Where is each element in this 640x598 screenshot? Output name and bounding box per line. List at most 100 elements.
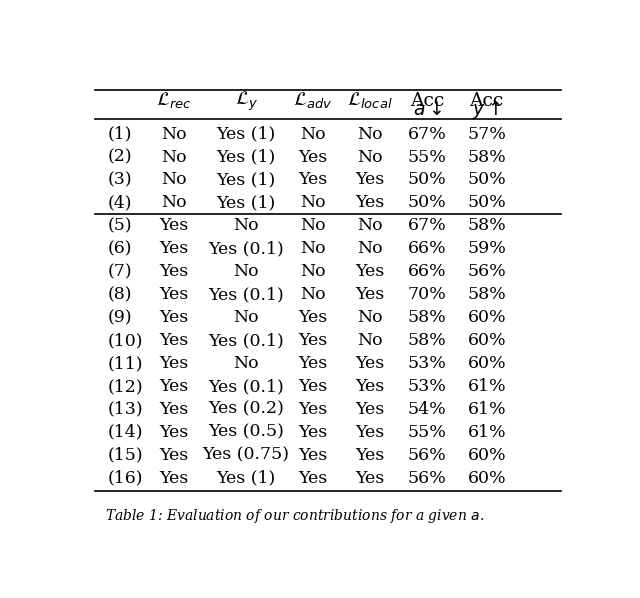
Text: Yes: Yes bbox=[159, 355, 189, 372]
Text: 60%: 60% bbox=[467, 355, 506, 372]
Text: (15): (15) bbox=[108, 447, 143, 463]
Text: (16): (16) bbox=[108, 469, 143, 487]
Text: Yes: Yes bbox=[159, 447, 189, 463]
Text: (12): (12) bbox=[108, 378, 143, 395]
Text: Yes: Yes bbox=[356, 469, 385, 487]
Text: 55%: 55% bbox=[408, 148, 447, 166]
Text: Yes: Yes bbox=[159, 263, 189, 280]
Text: $\mathcal{L}_{adv}$: $\mathcal{L}_{adv}$ bbox=[293, 91, 333, 111]
Text: No: No bbox=[300, 217, 326, 234]
Text: 58%: 58% bbox=[467, 217, 506, 234]
Text: 66%: 66% bbox=[408, 263, 447, 280]
Text: Yes: Yes bbox=[159, 309, 189, 326]
Text: Yes: Yes bbox=[159, 378, 189, 395]
Text: No: No bbox=[357, 309, 383, 326]
Text: Yes: Yes bbox=[298, 355, 328, 372]
Text: Yes (0.1): Yes (0.1) bbox=[208, 240, 284, 257]
Text: 55%: 55% bbox=[408, 424, 447, 441]
Text: Yes: Yes bbox=[298, 172, 328, 188]
Text: 53%: 53% bbox=[408, 378, 447, 395]
Text: 50%: 50% bbox=[408, 194, 447, 212]
Text: (4): (4) bbox=[108, 194, 132, 212]
Text: Yes: Yes bbox=[298, 148, 328, 166]
Text: No: No bbox=[234, 355, 259, 372]
Text: Yes (0.75): Yes (0.75) bbox=[203, 447, 290, 463]
Text: Yes (1): Yes (1) bbox=[216, 172, 276, 188]
Text: $\mathcal{L}_{y}$: $\mathcal{L}_{y}$ bbox=[235, 89, 258, 112]
Text: Yes: Yes bbox=[159, 469, 189, 487]
Text: No: No bbox=[161, 126, 187, 142]
Text: Yes: Yes bbox=[356, 263, 385, 280]
Text: 50%: 50% bbox=[467, 194, 506, 212]
Text: 53%: 53% bbox=[408, 355, 447, 372]
Text: (11): (11) bbox=[108, 355, 143, 372]
Text: No: No bbox=[357, 148, 383, 166]
Text: Yes: Yes bbox=[159, 240, 189, 257]
Text: Yes: Yes bbox=[298, 424, 328, 441]
Text: 56%: 56% bbox=[408, 469, 447, 487]
Text: (7): (7) bbox=[108, 263, 132, 280]
Text: Yes: Yes bbox=[356, 447, 385, 463]
Text: No: No bbox=[234, 263, 259, 280]
Text: Yes: Yes bbox=[356, 286, 385, 303]
Text: Yes: Yes bbox=[356, 424, 385, 441]
Text: Yes (1): Yes (1) bbox=[216, 469, 276, 487]
Text: 67%: 67% bbox=[408, 126, 447, 142]
Text: Yes: Yes bbox=[298, 469, 328, 487]
Text: 58%: 58% bbox=[467, 148, 506, 166]
Text: No: No bbox=[300, 126, 326, 142]
Text: Yes: Yes bbox=[159, 332, 189, 349]
Text: $a \downarrow$: $a \downarrow$ bbox=[413, 101, 442, 119]
Text: Yes (0.1): Yes (0.1) bbox=[208, 332, 284, 349]
Text: 61%: 61% bbox=[467, 378, 506, 395]
Text: Yes: Yes bbox=[356, 401, 385, 418]
Text: No: No bbox=[300, 240, 326, 257]
Text: (13): (13) bbox=[108, 401, 143, 418]
Text: No: No bbox=[357, 240, 383, 257]
Text: 58%: 58% bbox=[408, 309, 447, 326]
Text: Yes (1): Yes (1) bbox=[216, 194, 276, 212]
Text: No: No bbox=[300, 194, 326, 212]
Text: Yes: Yes bbox=[356, 194, 385, 212]
Text: Yes: Yes bbox=[298, 378, 328, 395]
Text: 60%: 60% bbox=[467, 309, 506, 326]
Text: (10): (10) bbox=[108, 332, 143, 349]
Text: Yes (1): Yes (1) bbox=[216, 126, 276, 142]
Text: 61%: 61% bbox=[467, 424, 506, 441]
Text: Yes: Yes bbox=[298, 332, 328, 349]
Text: Yes: Yes bbox=[298, 401, 328, 418]
Text: Yes: Yes bbox=[356, 355, 385, 372]
Text: 59%: 59% bbox=[467, 240, 506, 257]
Text: (14): (14) bbox=[108, 424, 143, 441]
Text: Yes: Yes bbox=[298, 447, 328, 463]
Text: 50%: 50% bbox=[408, 172, 447, 188]
Text: Yes: Yes bbox=[159, 217, 189, 234]
Text: 56%: 56% bbox=[408, 447, 447, 463]
Text: 61%: 61% bbox=[467, 401, 506, 418]
Text: Yes (0.1): Yes (0.1) bbox=[208, 378, 284, 395]
Text: 60%: 60% bbox=[467, 332, 506, 349]
Text: (6): (6) bbox=[108, 240, 132, 257]
Text: 67%: 67% bbox=[408, 217, 447, 234]
Text: Yes: Yes bbox=[159, 424, 189, 441]
Text: Table 1: Evaluation of our contributions for a given $a$.: Table 1: Evaluation of our contributions… bbox=[105, 507, 484, 525]
Text: 58%: 58% bbox=[408, 332, 447, 349]
Text: 60%: 60% bbox=[467, 447, 506, 463]
Text: No: No bbox=[161, 194, 187, 212]
Text: Acc: Acc bbox=[470, 91, 504, 110]
Text: 54%: 54% bbox=[408, 401, 447, 418]
Text: No: No bbox=[300, 286, 326, 303]
Text: (1): (1) bbox=[108, 126, 132, 142]
Text: No: No bbox=[161, 148, 187, 166]
Text: Yes: Yes bbox=[356, 378, 385, 395]
Text: 50%: 50% bbox=[467, 172, 506, 188]
Text: (8): (8) bbox=[108, 286, 132, 303]
Text: Yes (0.5): Yes (0.5) bbox=[208, 424, 284, 441]
Text: No: No bbox=[300, 263, 326, 280]
Text: $\mathcal{L}_{rec}$: $\mathcal{L}_{rec}$ bbox=[156, 91, 192, 111]
Text: 70%: 70% bbox=[408, 286, 447, 303]
Text: (2): (2) bbox=[108, 148, 132, 166]
Text: (5): (5) bbox=[108, 217, 132, 234]
Text: 57%: 57% bbox=[467, 126, 506, 142]
Text: No: No bbox=[357, 126, 383, 142]
